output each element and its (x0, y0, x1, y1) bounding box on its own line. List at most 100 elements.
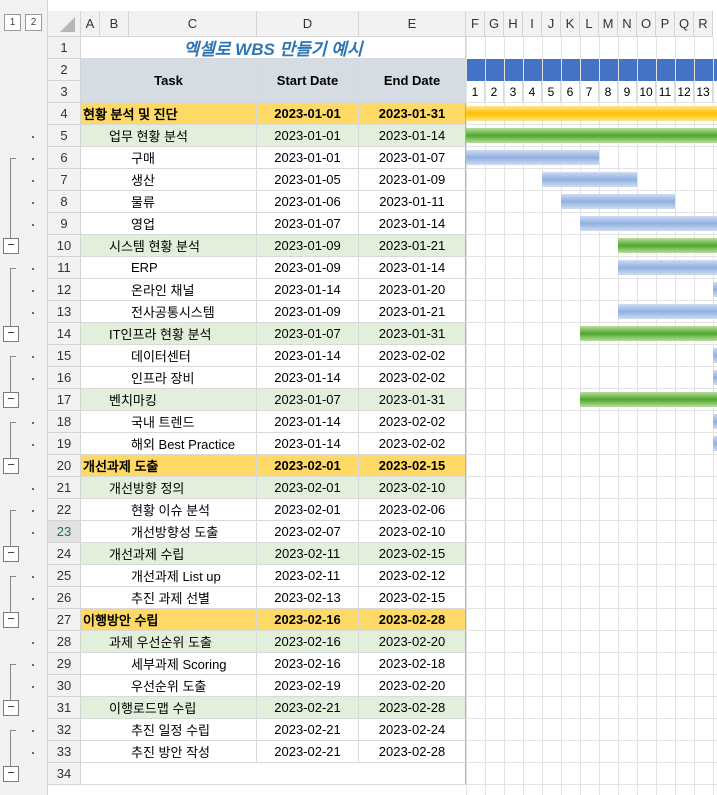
end-date-cell[interactable]: 2023-01-11 (359, 191, 466, 213)
start-date-cell[interactable]: 2023-01-14 (257, 411, 359, 433)
task-cell[interactable]: ERP (81, 257, 257, 279)
task-cell[interactable]: 과제 우선순위 도출 (81, 631, 257, 653)
start-date-cell[interactable]: 2023-01-14 (257, 367, 359, 389)
end-date-cell[interactable]: 2023-01-21 (359, 301, 466, 323)
collapse-button[interactable]: − (3, 238, 19, 254)
task-cell[interactable]: 벤치마킹 (81, 389, 257, 411)
task-cell[interactable]: 우선순위 도출 (81, 675, 257, 697)
start-date-cell[interactable]: 2023-02-19 (257, 675, 359, 697)
row-header-32[interactable]: 32 (48, 719, 81, 741)
header-start-date[interactable]: Start Date (257, 59, 359, 103)
end-date-cell[interactable]: 2023-01-31 (359, 389, 466, 411)
task-cell[interactable]: 세부과제 Scoring (81, 653, 257, 675)
task-cell[interactable]: IT인프라 현황 분석 (81, 323, 257, 345)
task-cell[interactable]: 인프라 장비 (81, 367, 257, 389)
header-task[interactable]: Task (81, 59, 257, 103)
row-header-9[interactable]: 9 (48, 213, 81, 235)
outline-level-1-button[interactable]: 1 (4, 14, 21, 31)
row-header-25[interactable]: 25 (48, 565, 81, 587)
task-cell[interactable]: 구매 (81, 147, 257, 169)
task-cell[interactable]: 국내 트렌드 (81, 411, 257, 433)
end-date-cell[interactable]: 2023-02-28 (359, 697, 466, 719)
row-header-23[interactable]: 23 (48, 521, 81, 543)
start-date-cell[interactable]: 2023-01-09 (257, 235, 359, 257)
row-header-11[interactable]: 11 (48, 257, 81, 279)
start-date-cell[interactable]: 2023-01-01 (257, 147, 359, 169)
start-date-cell[interactable]: 2023-02-11 (257, 565, 359, 587)
select-all-corner[interactable] (48, 11, 81, 37)
end-date-cell[interactable]: 2023-02-02 (359, 411, 466, 433)
row-header-8[interactable]: 8 (48, 191, 81, 213)
start-date-cell[interactable]: 2023-02-01 (257, 499, 359, 521)
task-cell[interactable]: 시스템 현황 분석 (81, 235, 257, 257)
end-date-cell[interactable]: 2023-01-31 (359, 103, 466, 125)
task-cell[interactable]: 이행로드맵 수립 (81, 697, 257, 719)
row-header-5[interactable]: 5 (48, 125, 81, 147)
row-header-22[interactable]: 22 (48, 499, 81, 521)
row-header-17[interactable]: 17 (48, 389, 81, 411)
column-header-c[interactable]: C (129, 11, 257, 37)
row-header-18[interactable]: 18 (48, 411, 81, 433)
start-date-cell[interactable]: 2023-02-21 (257, 741, 359, 763)
collapse-button[interactable]: − (3, 392, 19, 408)
start-date-cell[interactable]: 2023-01-05 (257, 169, 359, 191)
start-date-cell[interactable]: 2023-01-07 (257, 389, 359, 411)
column-header-i[interactable]: I (523, 11, 542, 37)
column-header-k[interactable]: K (561, 11, 580, 37)
end-date-cell[interactable]: 2023-02-02 (359, 433, 466, 455)
row-header-28[interactable]: 28 (48, 631, 81, 653)
task-cell[interactable]: 추진 방안 작성 (81, 741, 257, 763)
column-header-n[interactable]: N (618, 11, 637, 37)
task-cell[interactable]: 데이터센터 (81, 345, 257, 367)
column-header-p[interactable]: P (656, 11, 675, 37)
header-end-date[interactable]: End Date (359, 59, 466, 103)
end-date-cell[interactable]: 2023-02-10 (359, 521, 466, 543)
row-header-27[interactable]: 27 (48, 609, 81, 631)
task-cell[interactable]: 물류 (81, 191, 257, 213)
empty-row[interactable] (81, 763, 466, 785)
row-header-14[interactable]: 14 (48, 323, 81, 345)
end-date-cell[interactable]: 2023-01-07 (359, 147, 466, 169)
end-date-cell[interactable]: 2023-02-06 (359, 499, 466, 521)
column-header-j[interactable]: J (542, 11, 561, 37)
column-header-q[interactable]: Q (675, 11, 694, 37)
column-header-a[interactable]: A (81, 11, 100, 37)
collapse-button[interactable]: − (3, 766, 19, 782)
sheet-title[interactable]: 엑셀로 WBS 만들기 예시 (81, 37, 466, 59)
column-header-o[interactable]: O (637, 11, 656, 37)
task-cell[interactable]: 현황 분석 및 진단 (81, 103, 257, 125)
task-cell[interactable]: 영업 (81, 213, 257, 235)
end-date-cell[interactable]: 2023-01-31 (359, 323, 466, 345)
row-header-2[interactable]: 2 (48, 59, 81, 81)
column-header-b[interactable]: B (100, 11, 129, 37)
column-header-f[interactable]: F (466, 11, 485, 37)
end-date-cell[interactable]: 2023-02-15 (359, 455, 466, 477)
start-date-cell[interactable]: 2023-02-13 (257, 587, 359, 609)
end-date-cell[interactable]: 2023-01-09 (359, 169, 466, 191)
start-date-cell[interactable]: 2023-01-01 (257, 103, 359, 125)
end-date-cell[interactable]: 2023-01-14 (359, 213, 466, 235)
column-header-h[interactable]: H (504, 11, 523, 37)
collapse-button[interactable]: − (3, 612, 19, 628)
start-date-cell[interactable]: 2023-02-16 (257, 653, 359, 675)
start-date-cell[interactable]: 2023-02-01 (257, 477, 359, 499)
start-date-cell[interactable]: 2023-01-07 (257, 323, 359, 345)
row-header-13[interactable]: 13 (48, 301, 81, 323)
end-date-cell[interactable]: 2023-02-28 (359, 741, 466, 763)
start-date-cell[interactable]: 2023-02-16 (257, 609, 359, 631)
column-header-r[interactable]: R (694, 11, 713, 37)
row-header-26[interactable]: 26 (48, 587, 81, 609)
row-header-6[interactable]: 6 (48, 147, 81, 169)
start-date-cell[interactable]: 2023-01-06 (257, 191, 359, 213)
task-cell[interactable]: 이행방안 수립 (81, 609, 257, 631)
end-date-cell[interactable]: 2023-02-15 (359, 587, 466, 609)
row-header-3[interactable]: 3 (48, 81, 81, 103)
collapse-button[interactable]: − (3, 700, 19, 716)
task-cell[interactable]: 현황 이슈 분석 (81, 499, 257, 521)
collapse-button[interactable]: − (3, 546, 19, 562)
end-date-cell[interactable]: 2023-02-20 (359, 631, 466, 653)
task-cell[interactable]: 개선방향성 도출 (81, 521, 257, 543)
start-date-cell[interactable]: 2023-02-01 (257, 455, 359, 477)
row-header-4[interactable]: 4 (48, 103, 81, 125)
row-header-16[interactable]: 16 (48, 367, 81, 389)
